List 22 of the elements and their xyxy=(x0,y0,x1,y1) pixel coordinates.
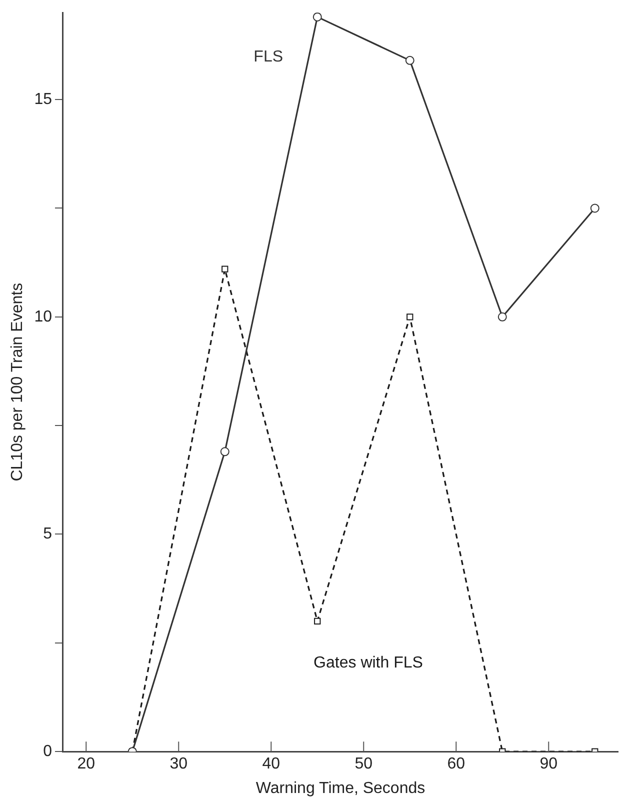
x-tick-label: 30 xyxy=(170,756,188,773)
y-tick-label: 15 xyxy=(34,90,52,108)
series-label: Gates with FLS xyxy=(314,654,423,672)
point xyxy=(498,312,507,322)
series-label: FLS xyxy=(254,48,284,66)
point xyxy=(314,618,321,625)
y-tick-label: 0 xyxy=(43,743,52,760)
point xyxy=(312,12,322,22)
x-tick-label: 60 xyxy=(447,756,466,773)
x-tick-label: 90 xyxy=(540,756,558,773)
point xyxy=(220,447,230,456)
point xyxy=(222,266,228,272)
y-tick-label: 10 xyxy=(34,308,52,326)
x-tick-label: 20 xyxy=(77,756,96,773)
point xyxy=(406,314,414,320)
x-axis-title: Warning Time, Seconds xyxy=(256,780,426,797)
x-tick-label: 40 xyxy=(262,756,280,773)
point xyxy=(405,56,414,65)
x-tick-label: 50 xyxy=(354,756,373,773)
y-tick-label: 5 xyxy=(43,526,52,543)
point xyxy=(590,204,600,213)
y-axis-title: CL10s per 100 Train Events xyxy=(9,282,26,482)
